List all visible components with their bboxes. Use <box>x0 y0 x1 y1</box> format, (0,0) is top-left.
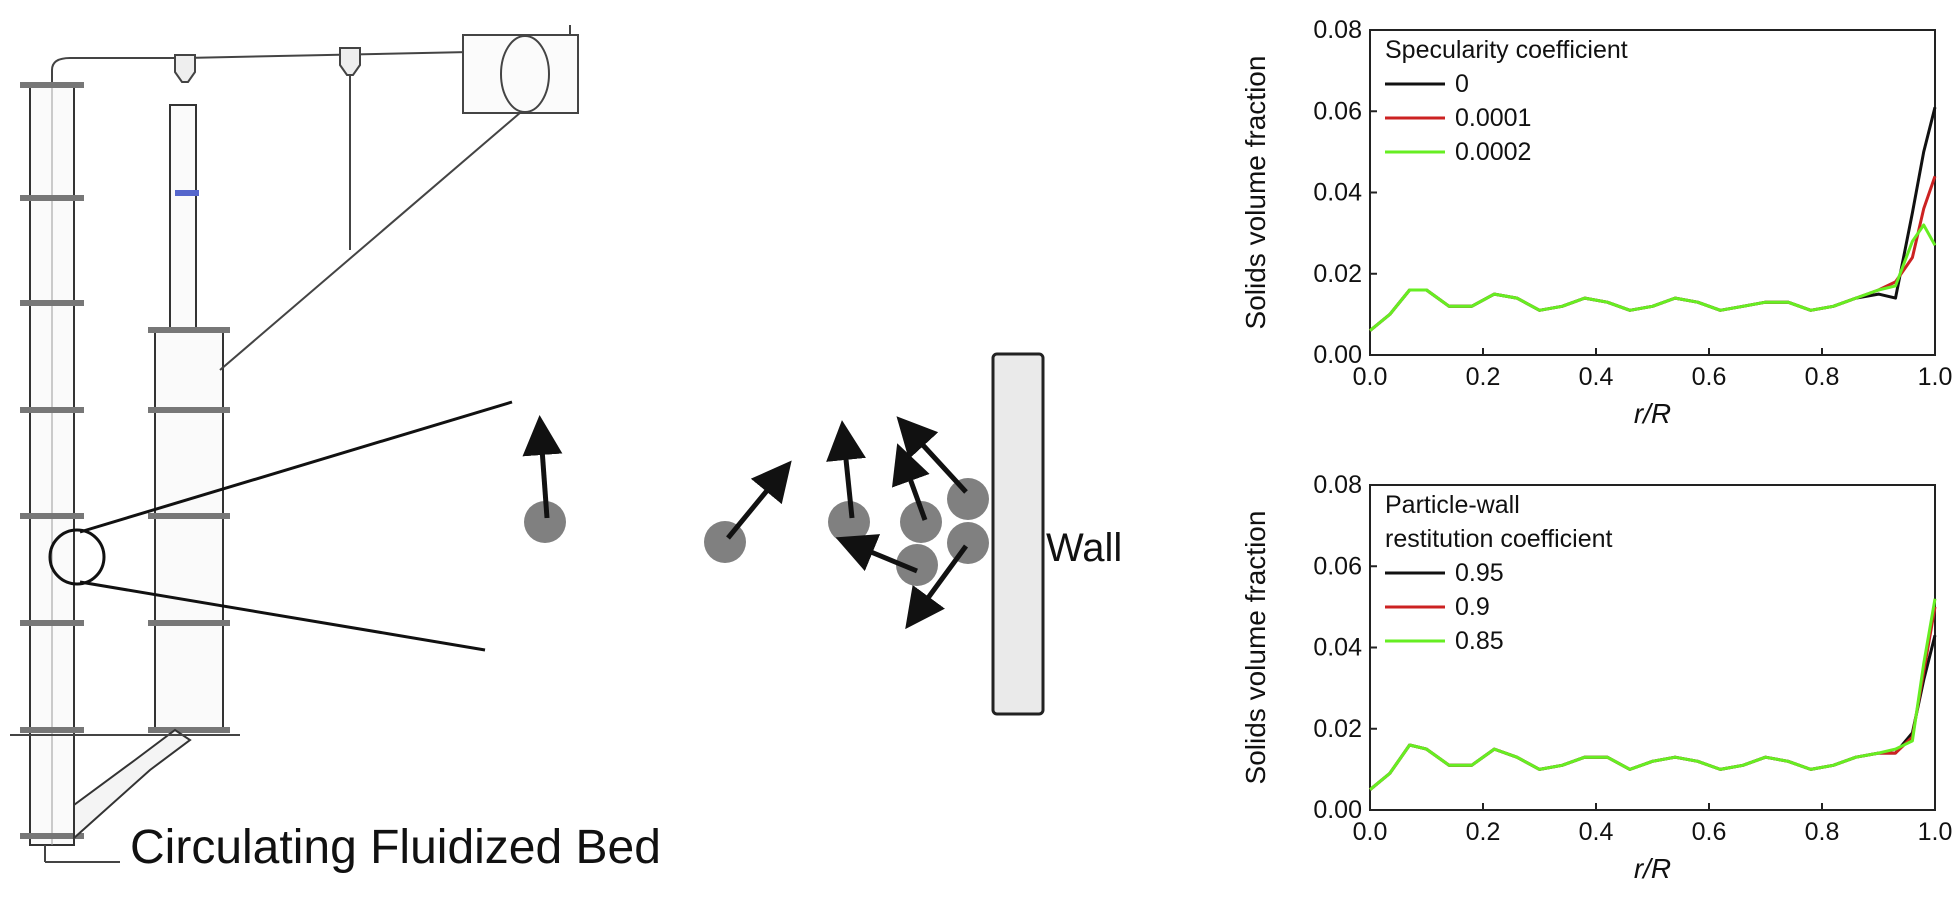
arrow-5 <box>896 416 968 494</box>
y-tick-label: 0.04 <box>1313 179 1362 207</box>
series-line-2 <box>1369 598 1937 791</box>
chart-restitution: 0.00 0.02 0.04 0.06 0.08 0.0 0.2 0.4 0.6 0.8 1.0 r/… <box>1230 455 1953 915</box>
y-tick-label: 0.00 <box>1313 341 1362 369</box>
particle-5 <box>947 478 989 520</box>
x-tick-label: 0.0 <box>1353 363 1388 391</box>
legend-entry-1: 0.9 <box>1455 593 1490 621</box>
x-tick-label: 0.4 <box>1579 363 1614 391</box>
legend-entry-0: 0 <box>1455 70 1469 98</box>
x-tick-label: 1.0 <box>1918 363 1953 391</box>
magnifier <box>48 400 513 652</box>
legend-title: restitution coefficient <box>1385 525 1612 553</box>
chart-restitution-svg: 0.00 0.02 0.04 0.06 0.08 0.0 0.2 0.4 0.6 0.8 1.0 r/… <box>1240 471 1953 884</box>
diagram-caption: Circulating Fluidized Bed <box>130 821 661 874</box>
y-axis-title: Solids volume fraction <box>1240 56 1271 330</box>
arrow-3 <box>826 420 866 519</box>
particles <box>524 478 989 586</box>
return-leg <box>73 728 192 841</box>
particle-1 <box>524 501 566 543</box>
arrow-7 <box>905 544 969 630</box>
arrow-1 <box>522 415 563 519</box>
wall <box>991 352 1045 716</box>
y-tick-label: 0.08 <box>1313 16 1362 44</box>
y-tick-label: 0.04 <box>1313 634 1362 662</box>
x-tick-label: 0.0 <box>1353 818 1388 846</box>
legend-title: Particle-wall <box>1385 491 1520 519</box>
legend-entry-0: 0.95 <box>1455 559 1504 587</box>
x-tick-label: 0.2 <box>1466 363 1501 391</box>
y-tick-label: 0.06 <box>1313 97 1362 125</box>
chart-specularity-svg: 0.00 0.02 0.04 0.06 0.08 0.0 0.2 0.4 0.6 0.8 1.0 r/… <box>1240 16 1953 429</box>
particle-6 <box>947 522 989 564</box>
arrow-4 <box>892 443 930 521</box>
x-tick-label: 0.6 <box>1692 363 1727 391</box>
cyclone-1 <box>174 54 196 83</box>
top-piping <box>51 25 571 371</box>
x-axis-title: r/R <box>1634 398 1671 429</box>
particle-3 <box>828 501 870 543</box>
y-tick-label: 0.08 <box>1313 471 1362 499</box>
cfb-diagram <box>10 25 1045 863</box>
x-tick-label: 0.8 <box>1805 818 1840 846</box>
x-axis-title: r/R <box>1634 853 1671 884</box>
storage-drum <box>462 34 579 114</box>
y-tick-label: 0.00 <box>1313 796 1362 824</box>
downcomer-column <box>148 104 230 733</box>
x-tick-label: 0.2 <box>1466 818 1501 846</box>
chart-specularity: 0.00 0.02 0.04 0.06 0.08 0.0 0.2 0.4 0.6 0.8 1.0 r/… <box>1230 0 1953 460</box>
y-tick-label: 0.02 <box>1313 715 1362 743</box>
legend-entry-2: 0.0002 <box>1455 138 1531 166</box>
y-tick-label: 0.02 <box>1313 260 1362 288</box>
arrow-2 <box>726 460 792 540</box>
legend-entry-2: 0.85 <box>1455 627 1504 655</box>
particle-4 <box>900 501 942 543</box>
legend-title: Specularity coefficient <box>1385 36 1628 64</box>
y-tick-label: 0.06 <box>1313 552 1362 580</box>
x-tick-label: 1.0 <box>1918 818 1953 846</box>
series-line-2 <box>1369 223 1937 332</box>
x-tick-label: 0.4 <box>1579 818 1614 846</box>
riser-flanges <box>20 82 84 839</box>
particle-7 <box>896 544 938 586</box>
y-axis-title: Solids volume fraction <box>1240 511 1271 785</box>
wall-label: Wall <box>1046 526 1123 570</box>
cyclone-2 <box>339 47 361 76</box>
velocity-arrows <box>522 415 969 630</box>
x-tick-label: 0.6 <box>1692 818 1727 846</box>
x-tick-label: 0.8 <box>1805 363 1840 391</box>
riser-column <box>20 82 84 846</box>
legend-entry-1: 0.0001 <box>1455 104 1531 132</box>
arrow-6 <box>835 534 918 574</box>
